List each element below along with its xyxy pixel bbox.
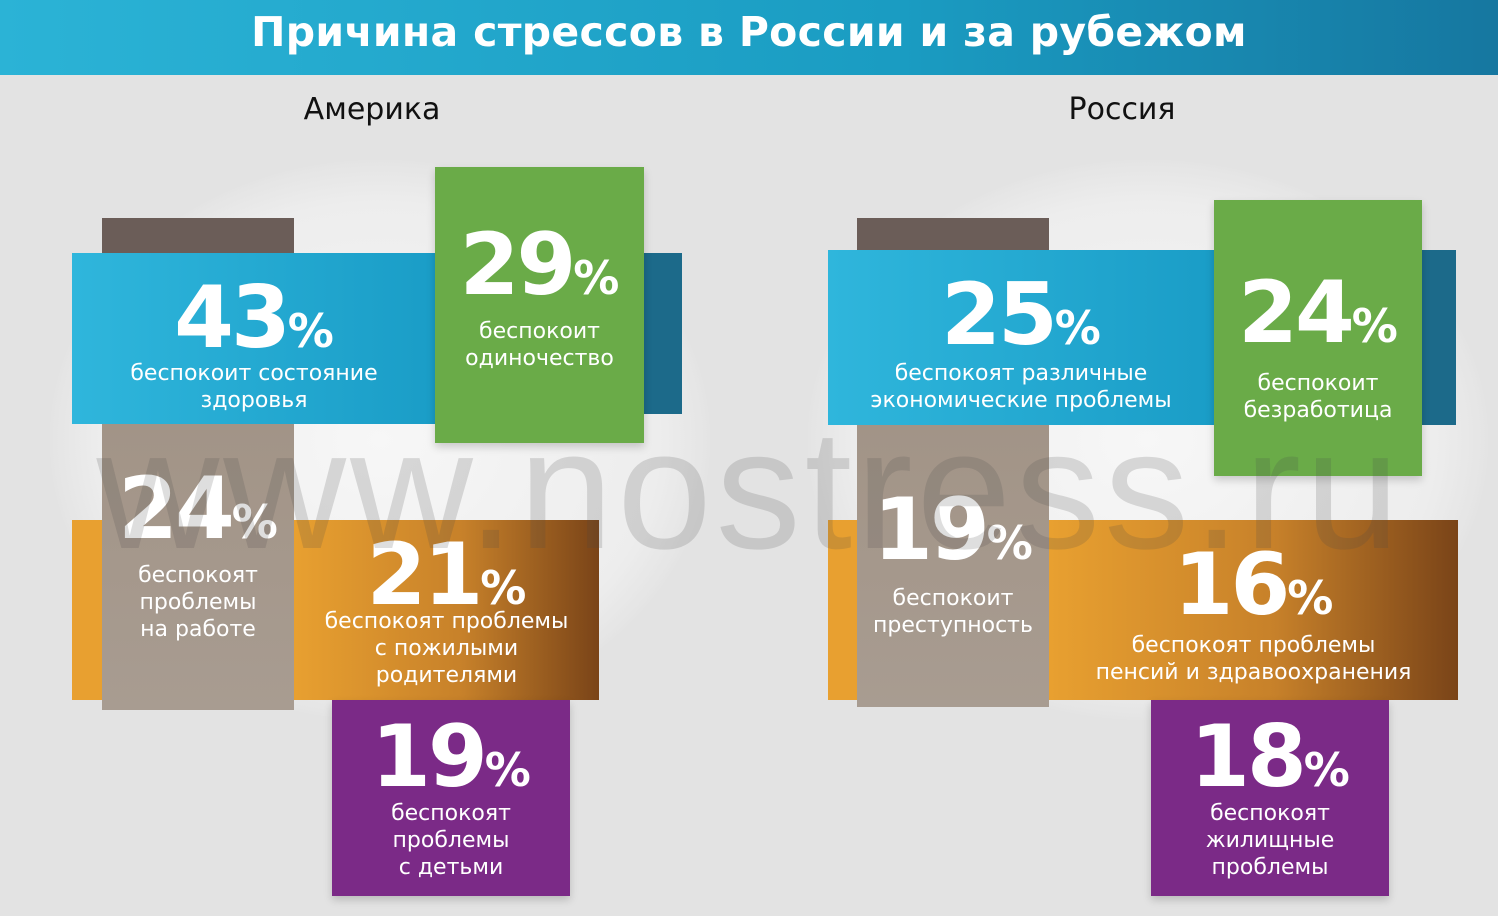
russia-title: Россия [1068, 92, 1176, 127]
stat-percent: 25% [941, 265, 1101, 365]
header-banner: Причина стрессов в России и за рубежом [0, 0, 1498, 75]
stat-block-housing: 18% беспокоят жилищные проблемы [1151, 700, 1389, 896]
taupe-column-top [102, 218, 294, 254]
blue-band-tail [644, 253, 682, 414]
stat-percent: 16% [1173, 535, 1334, 635]
stat-block-crime [857, 425, 1049, 707]
page-title: Причина стрессов в России и за рубежом [251, 8, 1247, 56]
blue-band-tail [1422, 250, 1456, 425]
stat-percent: 43% [174, 268, 334, 368]
stat-block-loneliness: 29% беспокоит одиночество [435, 167, 644, 443]
stat-percent: 29% [459, 215, 620, 315]
orange-band-left [828, 520, 857, 700]
stat-text-crime: 19% беспокоит преступность [857, 425, 1049, 707]
america-title: Америка [303, 92, 441, 127]
stat-block-health: 43% беспокоит состояние здоровья [72, 253, 436, 424]
taupe-column-top [857, 218, 1049, 250]
stat-percent: 19% [873, 480, 1033, 580]
stat-desc: беспокоят проблемы с пожилыми родителями [324, 609, 569, 688]
stat-desc: беспокоят проблемы с детьми [391, 801, 511, 880]
stat-desc: беспокоят жилищные проблемы [1205, 801, 1335, 880]
orange-band-left [72, 520, 102, 700]
stat-desc: беспокоит безработица [1243, 371, 1393, 423]
stat-desc: беспокоят различные экономические проблем… [870, 361, 1172, 413]
stat-percent: 21% [366, 525, 527, 625]
stat-desc: беспокоят проблемы на работе [138, 563, 258, 642]
stat-desc: беспокоит состояние здоровья [130, 361, 378, 413]
stat-block-economy: 25% беспокоят различные экономические про… [828, 250, 1214, 425]
stat-block-pensions: 16% беспокоят проблемы пенсий и здравоохр… [1049, 520, 1458, 700]
stat-percent: 19% [371, 707, 531, 807]
stat-desc: беспокоит одиночество [465, 319, 614, 371]
stat-percent: 24% [118, 459, 278, 559]
stat-block-unemployment: 24% беспокоит безработица [1214, 200, 1422, 476]
stat-block-children: 19% беспокоят проблемы с детьми [332, 700, 570, 896]
stat-text-work: 24% беспокоят проблемы на работе [102, 424, 294, 710]
stat-block-parents: 21% беспокоят проблемы с пожилыми родителя… [294, 520, 599, 700]
stat-percent: 18% [1190, 707, 1350, 807]
stat-desc: беспокоит преступность [873, 586, 1033, 638]
stat-block-work [102, 424, 294, 710]
stat-desc: беспокоят проблемы пенсий и здравоохранен… [1095, 633, 1412, 685]
stat-percent: 24% [1238, 263, 1398, 363]
